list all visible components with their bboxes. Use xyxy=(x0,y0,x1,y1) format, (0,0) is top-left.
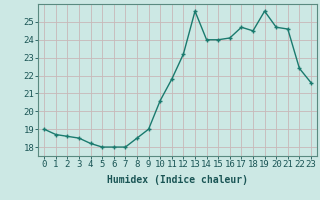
X-axis label: Humidex (Indice chaleur): Humidex (Indice chaleur) xyxy=(107,175,248,185)
